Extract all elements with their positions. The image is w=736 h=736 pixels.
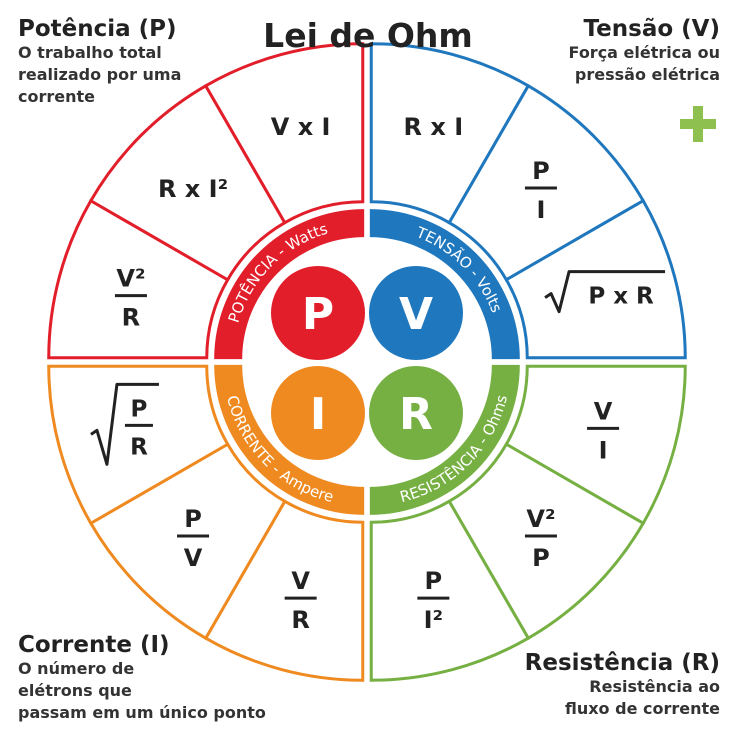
current-formula: VR — [284, 567, 317, 634]
formula-numerator: V² — [526, 505, 555, 533]
resistance-quadrant: VI V² P P I² — [369, 364, 687, 682]
power-circle — [271, 266, 365, 360]
voltage-letter: V — [399, 289, 433, 340]
power-sector — [203, 42, 365, 225]
resistance-circle — [369, 366, 463, 460]
page-title: Lei de Ohm — [263, 16, 473, 55]
formula-numerator: P — [532, 157, 550, 185]
resistance-desc-line: fluxo de corrente — [564, 699, 720, 718]
voltage-quadrant: R x I PI P x R — [369, 42, 687, 360]
power-quadrant: V² R R x I² V x I — [47, 42, 365, 360]
voltage-circle — [369, 266, 463, 360]
resistance-letter: R — [399, 389, 433, 440]
voltage-band-ring — [369, 209, 520, 360]
formula-denominator: I — [599, 436, 608, 464]
formula-denominator: R — [291, 606, 309, 634]
resistance-formula: P I² — [417, 567, 450, 634]
formula-text: R x I — [404, 113, 464, 141]
power-letter: P — [302, 289, 334, 340]
power-desc-line: O trabalho total — [18, 43, 162, 62]
current-letter: I — [310, 389, 326, 440]
formula-denominator: I — [536, 196, 545, 224]
power-description: Potência (P) O trabalho total realizado … — [18, 16, 181, 108]
voltage-sector — [504, 198, 687, 360]
resistance-formula: V² P — [524, 505, 557, 572]
formula-denominator: V — [184, 544, 203, 572]
resistance-formula: VI — [587, 397, 620, 464]
current-formula: PV — [177, 505, 210, 572]
formula-numerator: V² — [116, 265, 145, 293]
sqrt-sign — [90, 382, 159, 466]
sqrt-sign — [544, 270, 666, 314]
voltage-description: Tensão (V) Força elétrica ou pressão elé… — [569, 16, 720, 86]
formula-text: V x I — [271, 113, 331, 141]
formula-numerator: V — [291, 567, 310, 595]
power-formula: R x I² — [158, 175, 228, 203]
voltage-formula: P x R — [544, 270, 666, 314]
power-band-ring — [214, 209, 365, 360]
current-desc-line: elétrons que — [18, 681, 132, 700]
current-sector — [47, 364, 230, 526]
formula-text: R x I² — [158, 175, 228, 203]
formula-text: P x R — [588, 284, 654, 310]
current-formula: PR — [90, 382, 159, 466]
current-band-ring — [214, 364, 365, 515]
power-desc-line: corrente — [18, 87, 95, 106]
formula-numerator: P — [131, 396, 148, 422]
power-heading: Potência (P) — [18, 16, 177, 42]
formula-denominator: R — [122, 304, 140, 332]
formula-numerator: P — [184, 505, 202, 533]
resistance-description: Resistência (R) Resistência ao fluxo de … — [525, 650, 720, 720]
formula-numerator: P — [425, 567, 443, 595]
current-circle — [271, 366, 365, 460]
voltage-desc-line: pressão elétrica — [574, 65, 720, 84]
voltage-desc-line: Força elétrica ou — [568, 43, 720, 62]
center-circles: P V I R — [271, 266, 463, 460]
resistance-desc-line: Resistência ao — [589, 677, 720, 696]
current-description: Corrente (I) O número de elétrons que pa… — [18, 632, 266, 724]
voltage-heading: Tensão (V) — [583, 16, 720, 42]
current-heading: Corrente (I) — [18, 632, 170, 658]
power-formula: V² R — [114, 265, 147, 332]
resistance-sector — [369, 499, 531, 682]
current-desc-line: passam em um único ponto — [18, 703, 266, 722]
formula-denominator: R — [130, 434, 148, 460]
formula-denominator: I² — [424, 606, 443, 634]
current-desc-line: O número de — [18, 659, 135, 678]
resistance-heading: Resistência (R) — [524, 650, 720, 676]
power-desc-line: realizado por uma — [18, 65, 182, 84]
resistance-band-ring — [369, 364, 520, 515]
quadrant-bands: POTÊNCIA - Watts TENSÃO - VoltsRESISTÊNCI… — [214, 209, 520, 515]
power-formula: V x I — [271, 113, 331, 141]
plus-icon — [680, 106, 716, 142]
formula-denominator: P — [532, 544, 550, 572]
voltage-formula: PI — [524, 157, 557, 224]
formula-numerator: V — [594, 397, 613, 425]
voltage-formula: R x I — [404, 113, 464, 141]
